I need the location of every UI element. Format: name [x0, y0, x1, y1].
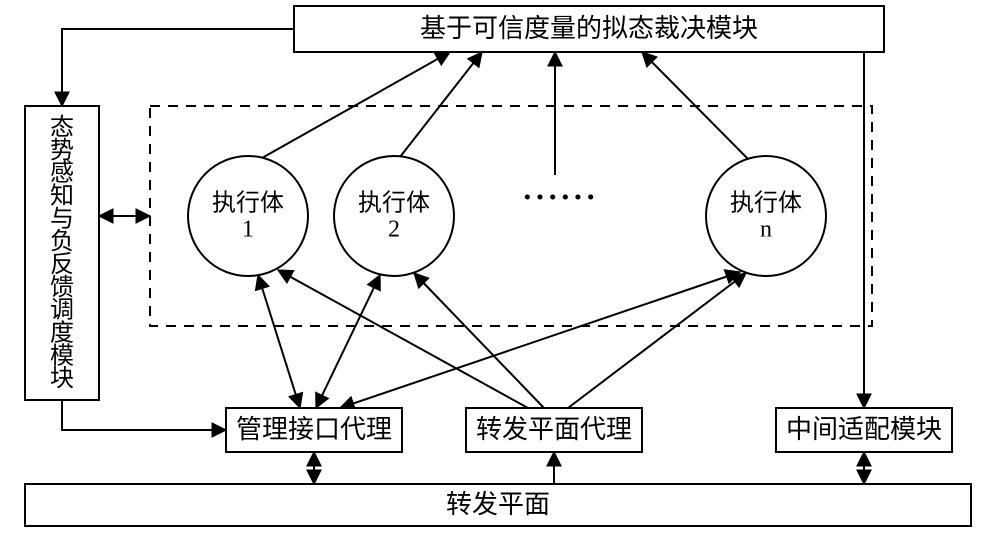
label-exec1-0: 执行体	[212, 190, 284, 217]
label-execn-0: 执行体	[730, 190, 802, 217]
label-exec2-0: 执行体	[358, 190, 430, 217]
label-execn-1: n	[760, 217, 772, 243]
edge-1	[62, 400, 226, 430]
edge-9	[340, 272, 740, 408]
label-exec1-1: 1	[242, 217, 254, 243]
label-left-11: 块	[50, 365, 74, 392]
edge-0	[62, 29, 294, 106]
edge-12	[568, 273, 746, 408]
label-mid: 中间适配模块	[786, 415, 942, 444]
edge-13	[864, 29, 884, 408]
label-dots: ······	[522, 178, 598, 214]
label-mgmt: 管理接口代理	[236, 415, 392, 444]
edge-8	[316, 275, 380, 408]
label-bottom: 转发平面	[446, 490, 550, 519]
diagram-canvas: 基于可信度量的拟态裁决模块态势感知与负反馈调度模块执行体1执行体2······执…	[0, 0, 1000, 536]
edge-4	[400, 52, 482, 157]
label-top: 基于可信度量的拟态裁决模块	[420, 14, 758, 43]
label-fwdproxy: 转发平面代理	[476, 415, 632, 444]
edge-11	[414, 273, 544, 408]
label-exec2-1: 2	[388, 217, 400, 243]
edge-7	[258, 275, 300, 408]
